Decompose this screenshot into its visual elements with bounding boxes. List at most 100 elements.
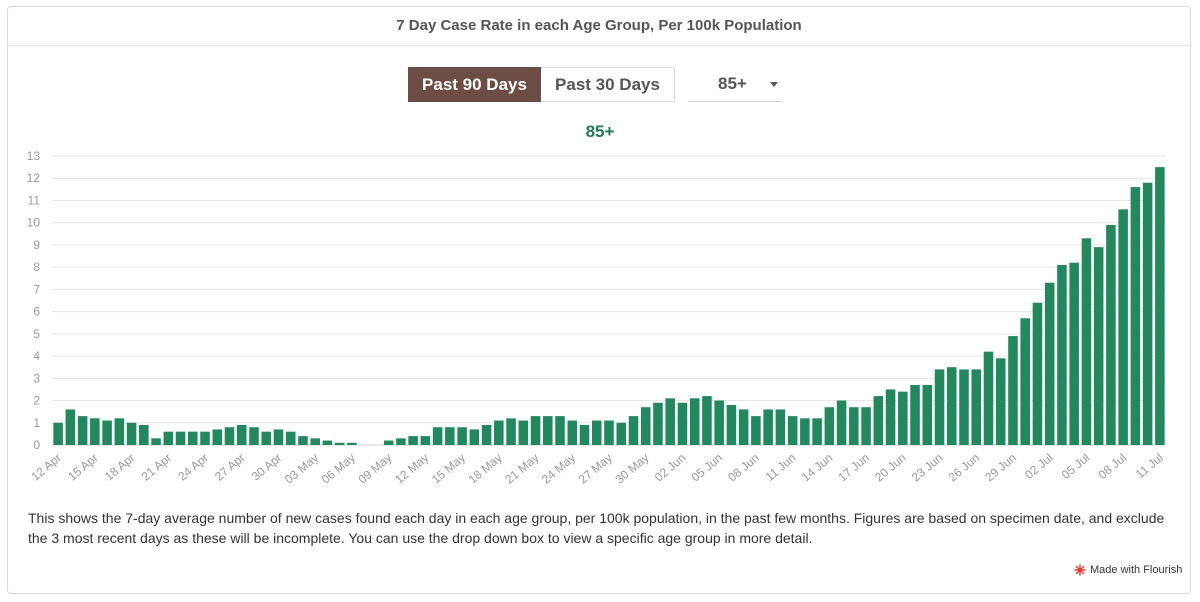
bar[interactable]	[579, 424, 590, 445]
bar[interactable]	[530, 416, 541, 445]
bar[interactable]	[151, 438, 161, 445]
bar[interactable]	[163, 431, 174, 445]
x-tick-label: 17 Jun	[835, 451, 872, 485]
bar[interactable]	[763, 409, 773, 445]
bar[interactable]	[445, 427, 455, 445]
bar[interactable]	[591, 420, 602, 445]
bar[interactable]	[898, 391, 908, 445]
bar[interactable]	[1057, 264, 1067, 445]
bar[interactable]	[1093, 247, 1104, 445]
bar[interactable]	[273, 429, 284, 445]
bar[interactable]	[420, 436, 431, 445]
bar[interactable]	[114, 418, 125, 445]
bar[interactable]	[1081, 238, 1092, 445]
bar[interactable]	[775, 409, 786, 445]
bar[interactable]	[457, 427, 467, 445]
bar[interactable]	[885, 389, 896, 445]
bar[interactable]	[751, 416, 761, 445]
bar[interactable]	[738, 409, 749, 445]
bar[interactable]	[628, 416, 639, 445]
bar[interactable]	[726, 404, 737, 445]
bar[interactable]	[959, 369, 969, 445]
bar[interactable]	[224, 427, 235, 445]
bar[interactable]	[481, 424, 492, 445]
bar[interactable]	[506, 418, 516, 445]
bar[interactable]	[543, 416, 553, 445]
bar[interactable]	[1020, 318, 1030, 445]
bar[interactable]	[432, 427, 443, 445]
bar[interactable]	[934, 369, 945, 445]
x-tick-label: 15 May	[429, 451, 468, 487]
bar[interactable]	[1155, 167, 1165, 445]
bar[interactable]	[983, 351, 994, 445]
bar[interactable]	[298, 436, 308, 445]
age-group-dropdown[interactable]: 85+	[688, 67, 782, 102]
bar[interactable]	[322, 440, 333, 445]
bar[interactable]	[653, 402, 663, 445]
bar[interactable]	[714, 400, 724, 445]
bar[interactable]	[139, 424, 149, 445]
bar[interactable]	[1118, 209, 1128, 445]
bar[interactable]	[469, 429, 480, 445]
bar[interactable]	[836, 400, 847, 445]
bar[interactable]	[604, 420, 614, 445]
bar[interactable]	[824, 407, 835, 445]
bar[interactable]	[849, 407, 859, 445]
x-tick-label: 06 May	[319, 451, 358, 487]
bar[interactable]	[1130, 187, 1141, 445]
bar[interactable]	[787, 416, 798, 445]
x-tick-label: 18 Apr	[102, 451, 138, 484]
bar[interactable]	[616, 422, 627, 445]
y-tick-label: 4	[33, 349, 40, 363]
bar[interactable]	[702, 396, 712, 445]
bar[interactable]	[665, 398, 675, 445]
x-tick-label: 18 May	[466, 451, 505, 487]
bar[interactable]	[1044, 282, 1055, 445]
chart-description: This shows the 7-day average number of n…	[28, 510, 1165, 546]
bar[interactable]	[408, 436, 418, 445]
bar[interactable]	[53, 422, 63, 445]
bar[interactable]	[555, 416, 565, 445]
bar[interactable]	[200, 431, 210, 445]
bar[interactable]	[689, 398, 700, 445]
made-with-flourish-credit[interactable]: Made with Flourish	[1074, 564, 1182, 576]
bar[interactable]	[383, 440, 394, 445]
bar[interactable]	[236, 424, 247, 445]
bar[interactable]	[310, 438, 320, 445]
bar[interactable]	[518, 420, 529, 445]
bar[interactable]	[396, 438, 406, 445]
bar[interactable]	[90, 418, 100, 445]
bar[interactable]	[347, 442, 357, 445]
bar[interactable]	[102, 420, 112, 445]
bar[interactable]	[249, 427, 259, 445]
bar[interactable]	[334, 442, 345, 445]
bar[interactable]	[494, 420, 504, 445]
bar[interactable]	[946, 367, 957, 445]
bar[interactable]	[567, 420, 578, 445]
bar[interactable]	[922, 384, 933, 445]
bar[interactable]	[212, 429, 223, 445]
bar[interactable]	[971, 369, 982, 445]
bar[interactable]	[188, 431, 198, 445]
bar[interactable]	[640, 407, 651, 445]
bar[interactable]	[65, 409, 76, 445]
bar[interactable]	[285, 431, 296, 445]
bar[interactable]	[175, 431, 186, 445]
past-90-days-button[interactable]: Past 90 Days	[408, 67, 541, 102]
bar[interactable]	[1106, 224, 1116, 445]
bar[interactable]	[1032, 302, 1043, 445]
bar[interactable]	[800, 418, 810, 445]
bar[interactable]	[677, 402, 688, 445]
bar[interactable]	[1069, 262, 1079, 445]
bar[interactable]	[1008, 336, 1018, 445]
bar[interactable]	[995, 358, 1006, 445]
bar[interactable]	[873, 396, 884, 445]
bar[interactable]	[861, 407, 871, 445]
bar[interactable]	[77, 416, 88, 445]
bar[interactable]	[910, 384, 920, 445]
bar[interactable]	[812, 418, 822, 445]
past-30-days-button[interactable]: Past 30 Days	[541, 67, 675, 102]
bar[interactable]	[126, 422, 137, 445]
bar[interactable]	[1142, 182, 1153, 445]
bar[interactable]	[261, 431, 272, 445]
